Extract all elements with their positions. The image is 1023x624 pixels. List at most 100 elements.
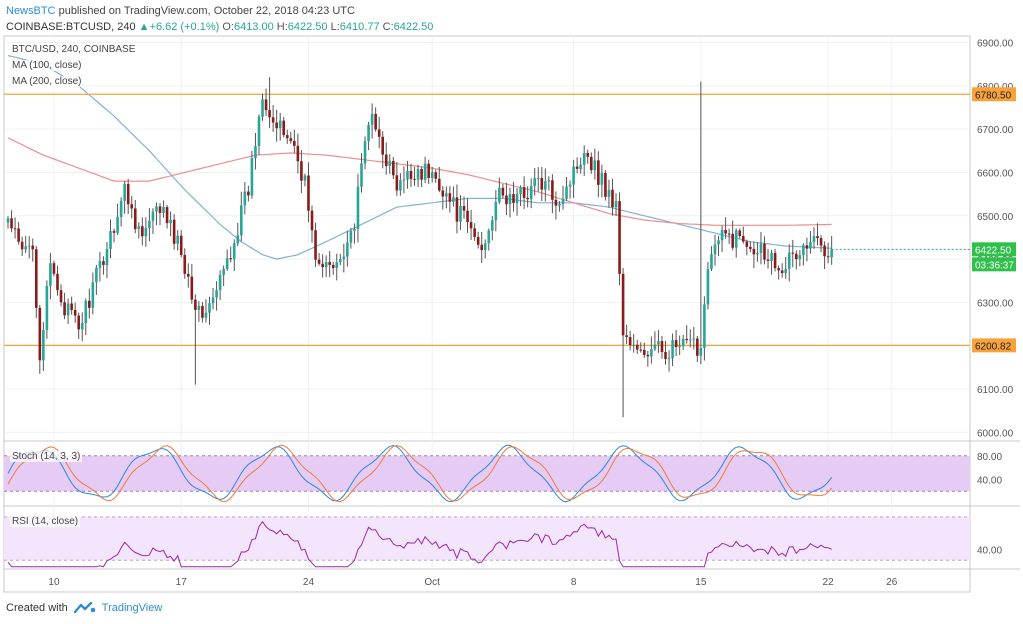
candle-body	[597, 160, 600, 185]
candle-body	[448, 193, 452, 202]
candle-body	[296, 145, 300, 162]
level-badge	[972, 87, 1016, 102]
candle-body	[427, 163, 430, 179]
candle-body	[257, 116, 261, 146]
candle-body	[674, 340, 678, 347]
candle	[582, 145, 586, 176]
candle	[423, 156, 427, 184]
candle	[194, 294, 197, 385]
candle-body	[331, 264, 335, 269]
candle	[102, 256, 105, 275]
candle	[657, 329, 660, 353]
candle	[222, 265, 225, 286]
candle	[498, 177, 501, 205]
candle	[52, 260, 56, 277]
candle	[586, 149, 590, 164]
candle	[384, 142, 388, 175]
stoch-k-line	[7, 444, 833, 503]
candle-body	[201, 305, 204, 318]
candle-body	[179, 235, 183, 255]
candle-body	[112, 231, 116, 233]
candle	[328, 251, 331, 278]
candle-body	[247, 191, 250, 196]
legend-ma200: MA (200, close)	[10, 76, 84, 87]
candle-body	[109, 231, 112, 249]
candle	[204, 299, 208, 323]
candle	[752, 241, 756, 269]
candle	[232, 239, 236, 271]
candle	[314, 222, 317, 267]
candle-body	[24, 246, 27, 250]
candle	[141, 217, 144, 246]
candle-body	[459, 206, 462, 222]
candle-body	[324, 262, 328, 268]
candle	[243, 182, 247, 215]
candle-body	[289, 138, 293, 141]
candle-body	[738, 230, 742, 237]
candle-body	[133, 208, 137, 230]
candle-body	[469, 222, 473, 229]
candle-body	[353, 228, 356, 231]
candle	[791, 239, 795, 268]
candle-body	[544, 181, 547, 190]
candle	[816, 223, 819, 246]
candle-body	[770, 252, 773, 261]
candle	[452, 186, 455, 207]
tradingview-brand[interactable]: TradingView	[101, 602, 163, 614]
candle	[628, 330, 632, 351]
candle-body	[582, 152, 586, 165]
candle-body	[49, 263, 52, 286]
candle	[112, 228, 116, 243]
candle	[130, 196, 134, 219]
candle-body	[540, 178, 544, 190]
candle-body	[561, 198, 565, 204]
candle	[307, 162, 310, 222]
candle-body	[505, 195, 508, 205]
candle	[77, 312, 80, 340]
rsi-line	[7, 520, 832, 568]
candle	[487, 228, 491, 251]
candle-body	[176, 235, 179, 244]
low-label: L:	[330, 21, 340, 33]
candle	[522, 176, 526, 210]
candle-body	[197, 305, 201, 310]
candle-body	[102, 261, 105, 265]
candle-body	[572, 166, 575, 185]
candle-body	[360, 163, 363, 187]
candle	[589, 152, 593, 174]
candle-body	[809, 241, 812, 249]
x-tick-label: Oct	[424, 577, 440, 588]
candle-body	[780, 270, 784, 274]
candle	[406, 160, 409, 189]
candle-body	[314, 230, 317, 260]
candle-body	[766, 259, 770, 261]
candle-body	[445, 193, 448, 197]
candle-body	[434, 172, 438, 179]
candle-body	[437, 178, 441, 191]
candle-body	[660, 341, 664, 353]
ma100-line	[7, 54, 832, 260]
publish-info: NewsBTC published on TradingView.com, Oc…	[6, 5, 355, 17]
candle	[427, 159, 430, 185]
candle	[777, 265, 780, 280]
candle-body	[34, 249, 38, 308]
candle-body	[498, 187, 501, 203]
tradingview-logo-icon	[73, 601, 96, 614]
publisher-link[interactable]: NewsBTC	[6, 5, 56, 17]
candle	[38, 304, 42, 374]
candle-body	[229, 258, 233, 260]
candle-body	[335, 262, 339, 269]
candle-body	[706, 269, 710, 305]
candle	[413, 166, 416, 186]
candle-body	[430, 172, 434, 179]
candle	[575, 157, 579, 174]
candle-body	[20, 241, 24, 250]
candle	[17, 221, 20, 245]
candle-body	[731, 233, 734, 248]
candle-body	[186, 273, 190, 277]
candle	[572, 159, 575, 198]
chart-frame	[3, 35, 971, 593]
candle	[409, 164, 413, 187]
candle	[681, 334, 685, 350]
